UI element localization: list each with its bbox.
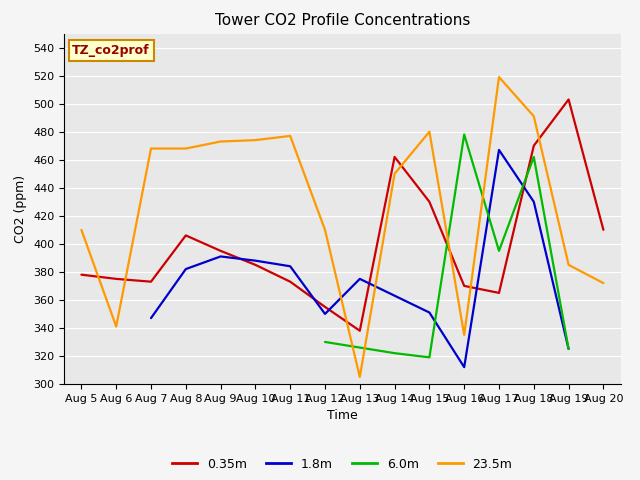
X-axis label: Time: Time <box>327 409 358 422</box>
Title: Tower CO2 Profile Concentrations: Tower CO2 Profile Concentrations <box>214 13 470 28</box>
Legend: 0.35m, 1.8m, 6.0m, 23.5m: 0.35m, 1.8m, 6.0m, 23.5m <box>167 453 518 476</box>
Text: TZ_co2prof: TZ_co2prof <box>72 44 150 57</box>
Y-axis label: CO2 (ppm): CO2 (ppm) <box>15 175 28 243</box>
